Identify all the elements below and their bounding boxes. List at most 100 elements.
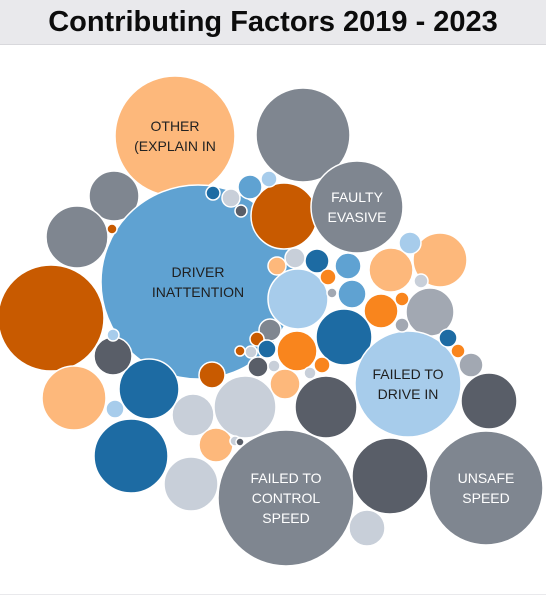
bubble-circle — [41, 365, 107, 431]
bubble-37 — [260, 170, 278, 188]
bubble-34 — [284, 247, 306, 269]
bubble-circle — [276, 330, 318, 372]
bubble-circle — [313, 356, 331, 374]
bubble-38 — [221, 188, 241, 208]
bubble-circle — [217, 429, 355, 567]
bubble-14 — [276, 330, 318, 372]
bubble-31 — [334, 252, 362, 280]
bubble-23 — [93, 418, 169, 494]
bubble-circle — [450, 343, 466, 359]
bubble-circle — [326, 287, 338, 299]
bubble-label: OTHER — [151, 118, 200, 134]
bubble-circle — [337, 279, 367, 309]
bubble-label: FAILED TO — [372, 366, 443, 382]
bubble-46 — [450, 343, 466, 359]
bubble-circle — [105, 399, 125, 419]
bubble-circle — [412, 232, 468, 288]
bubble-1 — [255, 87, 351, 183]
bubble-driver-inattention: DRIVER INATTENTION — [100, 184, 296, 380]
bubble-44 — [394, 317, 410, 333]
bubble-circle — [93, 418, 169, 494]
bubble-circle — [247, 356, 269, 378]
bubble-circle — [428, 430, 544, 546]
bubble-circle — [257, 339, 277, 359]
bubble-circle — [303, 366, 317, 380]
bubble-label: (EXPLAIN IN — [134, 138, 216, 154]
bubble-47 — [458, 352, 484, 378]
bubble-circle — [235, 437, 245, 447]
bubble-32 — [337, 279, 367, 309]
bubble-35 — [267, 256, 287, 276]
bubble-circle — [394, 317, 410, 333]
bubble-faulty-evasive: FAULTY EVASIVE — [310, 160, 404, 254]
bubble-62 — [106, 328, 120, 342]
bubble-28 — [348, 509, 386, 547]
bubble-circle — [267, 359, 281, 373]
bubble-circle — [267, 268, 329, 330]
bubble-60 — [105, 399, 125, 419]
bubble-failed-to-drive-in: FAILED TO DRIVE IN — [354, 330, 462, 438]
bubble-circle — [171, 393, 215, 437]
bubble-40 — [234, 204, 248, 218]
bubble-label: FAULTY — [331, 189, 384, 205]
bubble-43 — [394, 291, 410, 307]
bubble-56 — [267, 359, 281, 373]
bubble-circle — [234, 204, 248, 218]
bubble-failed-to-control-speed: FAILED TO CONTROL SPEED — [217, 429, 355, 567]
bubble-circle — [438, 328, 458, 348]
bubble-circle — [106, 223, 118, 235]
bubble-circle — [198, 427, 234, 463]
bubble-circle — [93, 336, 133, 376]
bubble-other-explain-in: OTHER (EXPLAIN IN — [114, 75, 236, 197]
bubble-circle — [88, 170, 140, 222]
bubble-10 — [267, 268, 329, 330]
bubble-circle — [351, 437, 429, 515]
bubble-circle — [267, 256, 287, 276]
bubble-16 — [460, 372, 518, 430]
bubble-circle — [354, 330, 462, 438]
bubble-55 — [234, 345, 246, 357]
bubble-circle — [460, 372, 518, 430]
bubble-label: CONTROL — [252, 490, 321, 506]
bubble-circle — [255, 87, 351, 183]
bubble-label: UNSAFE — [458, 470, 515, 486]
bubble-label: SPEED — [262, 510, 309, 526]
chart-panel: OTHER (EXPLAIN IN DRIVER INATTENTION FAULTY E… — [0, 44, 546, 594]
bubble-circle — [0, 264, 105, 372]
bubble-label: FAILED TO — [250, 470, 321, 486]
bubble-49 — [326, 287, 338, 299]
bubble-circle — [334, 252, 362, 280]
bubble-24 — [163, 456, 219, 512]
bubble-29 — [198, 427, 234, 463]
bubble-unsafe-speed: UNSAFE SPEED — [428, 430, 544, 546]
title-bar: Contributing Factors 2019 - 2023 — [0, 0, 546, 44]
bubble-41 — [398, 231, 422, 255]
bubble-2 — [88, 170, 140, 222]
bubble-circle — [45, 205, 109, 269]
chart-title: Contributing Factors 2019 - 2023 — [48, 5, 498, 38]
bubble-circle — [294, 375, 358, 439]
bubble-45 — [438, 328, 458, 348]
bubble-17 — [294, 375, 358, 439]
bubble-19 — [118, 358, 180, 420]
bubble-label: EVASIVE — [328, 209, 387, 225]
bubble-label: DRIVE IN — [378, 386, 439, 402]
bubble-circle — [118, 358, 180, 420]
bubble-64 — [235, 437, 245, 447]
bubble-18 — [213, 375, 277, 439]
bubble-circle — [114, 75, 236, 197]
bubble-circle — [213, 375, 277, 439]
bubble-59 — [303, 366, 317, 380]
bubble-circle — [310, 160, 404, 254]
bubble-circle — [269, 368, 301, 400]
bubble-12 — [363, 293, 399, 329]
bubble-circle — [348, 509, 386, 547]
bubble-20 — [41, 365, 107, 431]
bubble-4 — [0, 264, 105, 372]
bubble-26 — [351, 437, 429, 515]
bubble-circle — [319, 268, 337, 286]
bubble-circle — [221, 188, 241, 208]
bubble-39 — [205, 185, 221, 201]
bubble-42 — [413, 273, 429, 289]
bubble-circle — [106, 328, 120, 342]
